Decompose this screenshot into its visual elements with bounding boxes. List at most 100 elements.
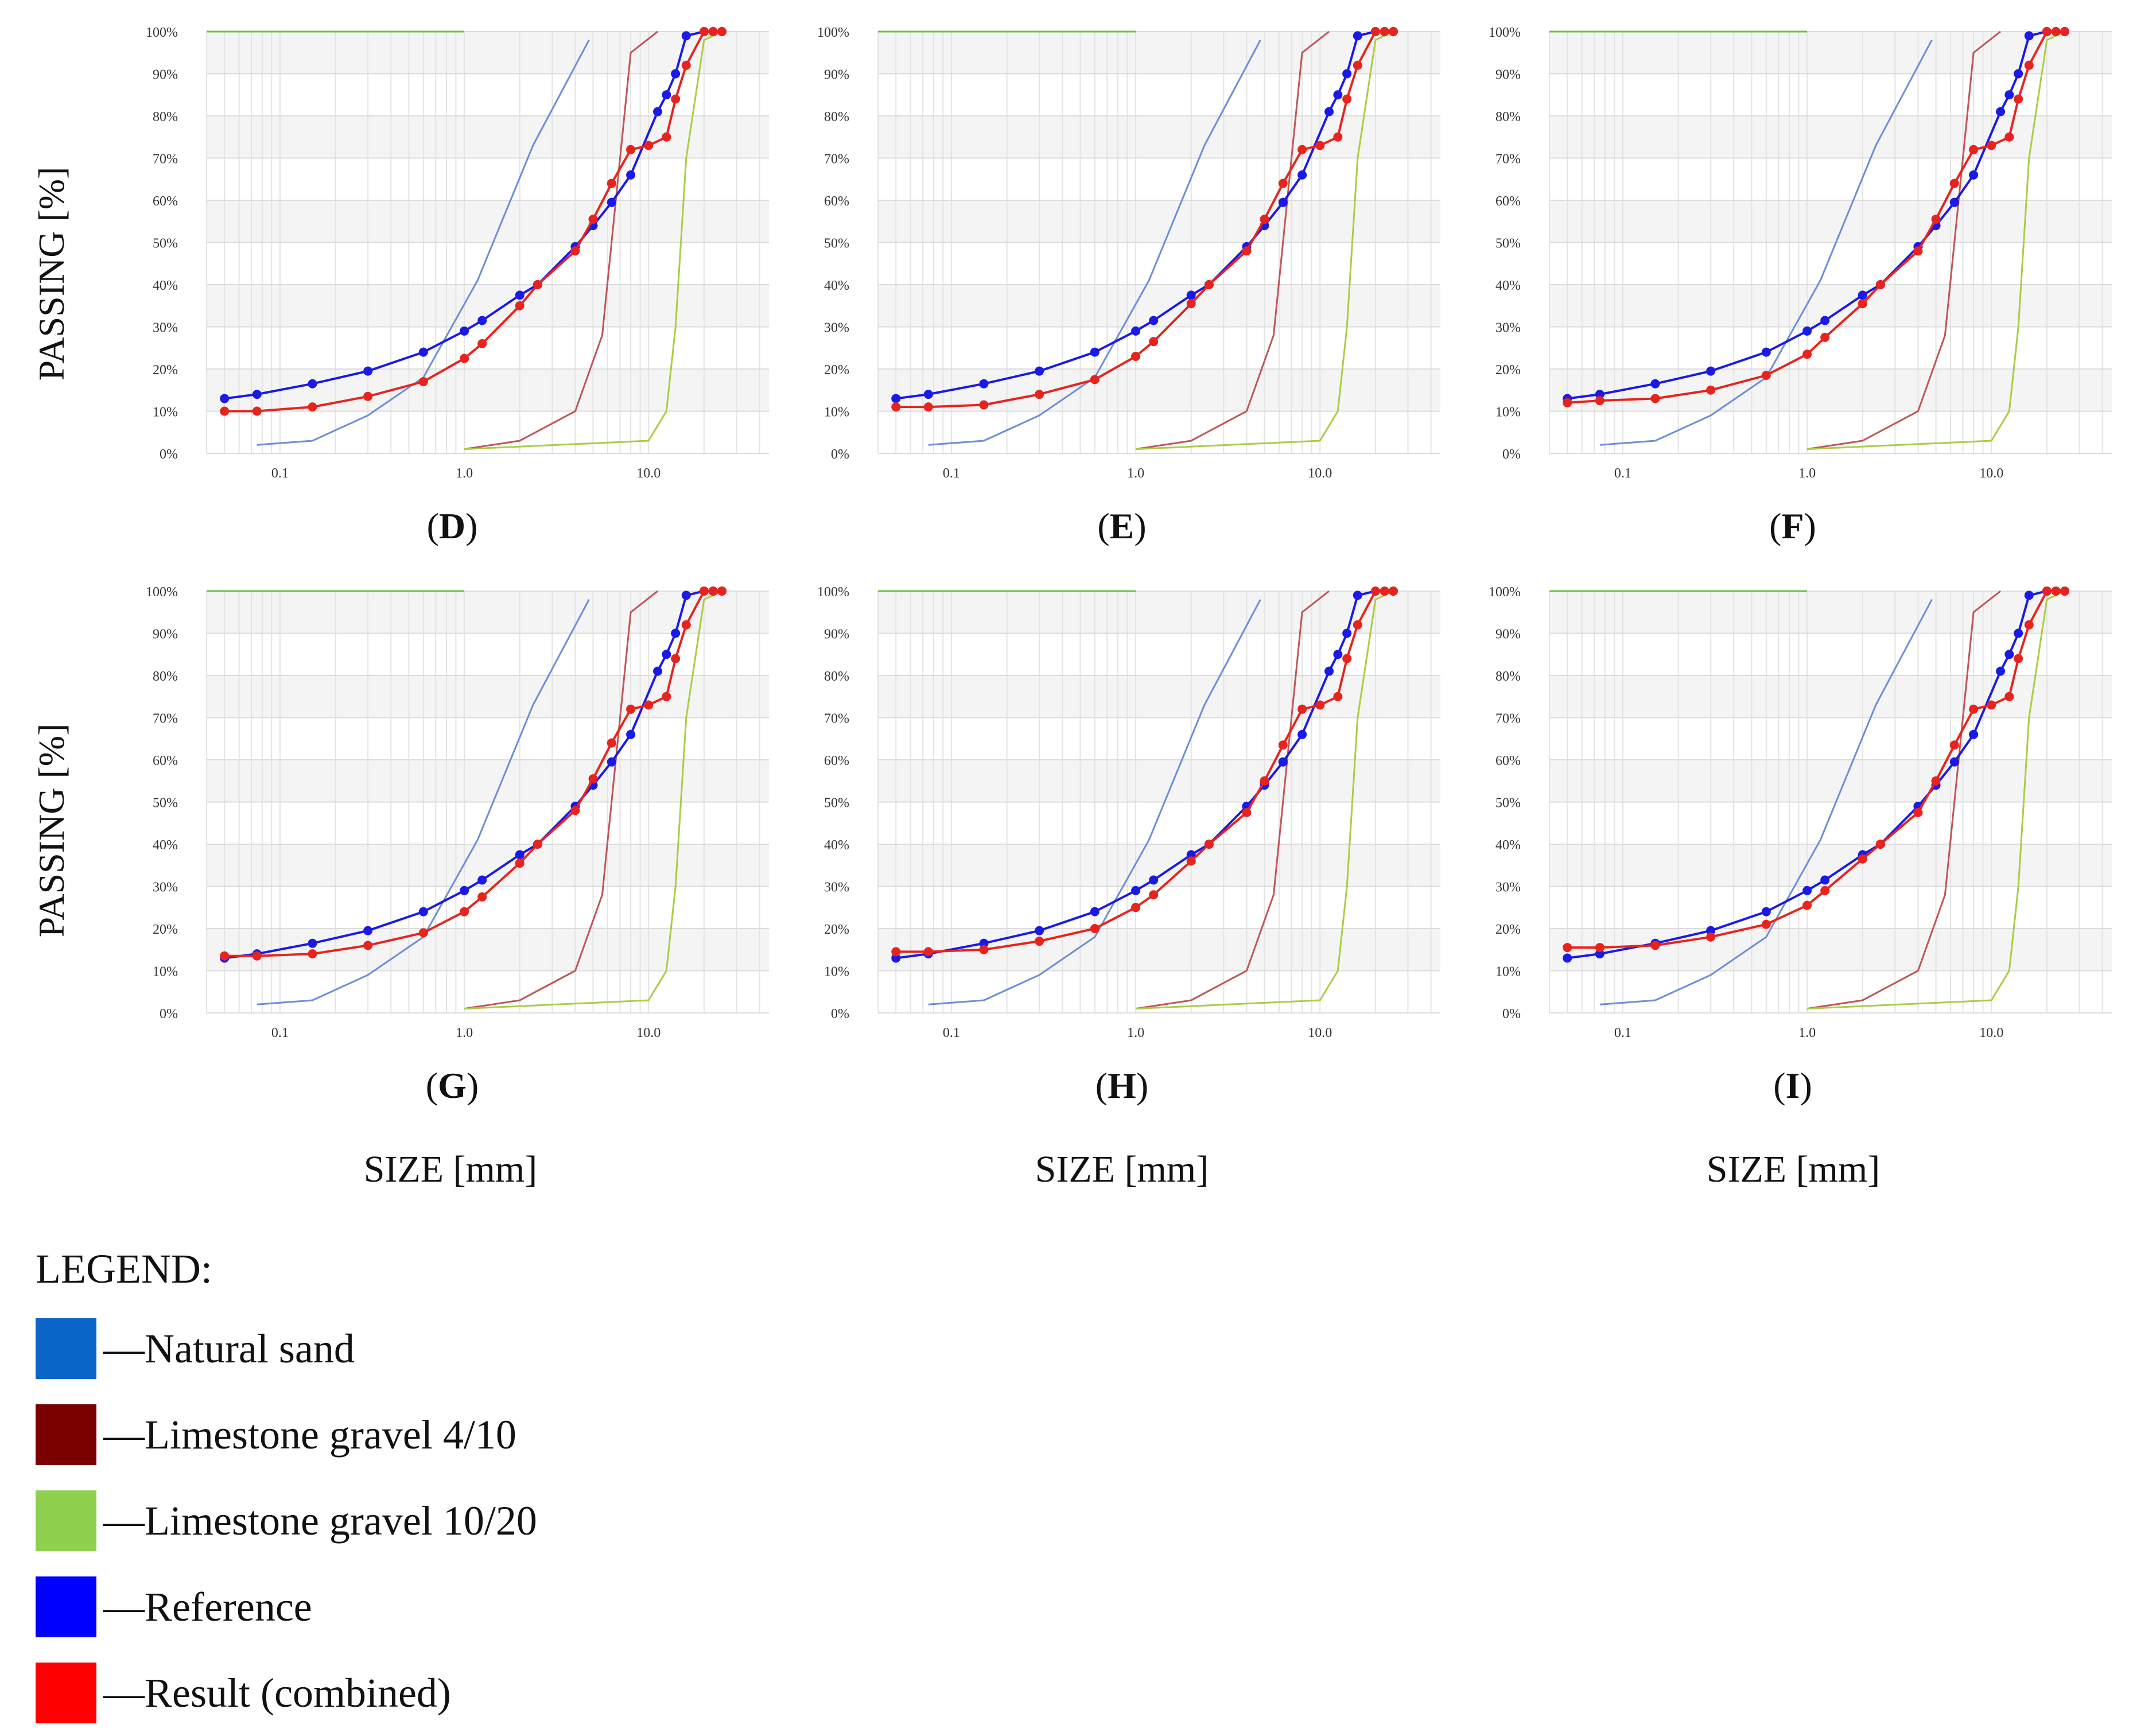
series-result-combined-point bbox=[662, 132, 671, 142]
x-tick-label: 1.0 bbox=[1798, 466, 1816, 481]
legend-swatch-result bbox=[36, 1663, 96, 1723]
series-result-combined-point bbox=[460, 907, 469, 916]
grid-band bbox=[878, 844, 1440, 887]
series-result-combined-line bbox=[1567, 590, 2065, 949]
y-tick-label: 80% bbox=[824, 110, 849, 125]
series-result-combined-point bbox=[1353, 620, 1362, 630]
chart-panel-g: 0% 10% 20% 30% 40% 50% 60% 70% 80% 90% 100% 0.1 1.0 1… bbox=[146, 585, 769, 1040]
y-tick-label: 90% bbox=[1495, 68, 1521, 83]
series-reference-point bbox=[1706, 926, 1716, 935]
series-result-combined-point bbox=[2051, 27, 2061, 36]
series-result-combined-point bbox=[1090, 924, 1100, 933]
series-reference-point bbox=[2004, 650, 2014, 659]
chart-panel-e: 0% 10% 20% 30% 40% 50% 60% 70% 80% 90% 100% 0.1 1.0 1… bbox=[817, 25, 1440, 481]
y-tick-label: 60% bbox=[824, 194, 849, 209]
series-result-combined-point bbox=[1931, 215, 1941, 224]
series-result-combined-point bbox=[1931, 776, 1941, 786]
series-reference-point bbox=[220, 394, 230, 403]
series-limestone-gravel-10-20-line bbox=[464, 590, 722, 1010]
series-reference-point bbox=[1996, 107, 2006, 116]
series-reference-point bbox=[2004, 90, 2014, 100]
y-tick-label: 10% bbox=[1495, 965, 1521, 980]
series-result-combined-point bbox=[1949, 740, 1959, 750]
series-result-combined-point bbox=[1186, 299, 1196, 309]
series-result-combined-point bbox=[308, 402, 317, 412]
series-reference-point bbox=[626, 729, 636, 739]
series-result-combined-point bbox=[533, 840, 542, 849]
series-reference-point bbox=[418, 907, 428, 916]
series-limestone-gravel-4-10-line bbox=[464, 590, 658, 1010]
series-result-combined-point bbox=[533, 280, 542, 289]
series-result-combined-point bbox=[363, 941, 373, 950]
series-result-combined-point bbox=[1949, 178, 1959, 188]
panel-label-e: (E) bbox=[1097, 506, 1147, 546]
series-reference-point bbox=[1186, 290, 1196, 300]
series-result-combined-point bbox=[1820, 886, 1830, 895]
y-tick-label: 90% bbox=[1495, 627, 1521, 642]
series-reference-point bbox=[1802, 886, 1812, 895]
y-tick-label: 20% bbox=[824, 363, 849, 378]
series-result-combined-point bbox=[588, 774, 598, 784]
x-tick-label: 1.0 bbox=[456, 1026, 473, 1040]
y-tick-label: 60% bbox=[1495, 194, 1521, 209]
y-tick-label: 70% bbox=[153, 152, 178, 167]
legend-label-limestone-4-10: —Limestone gravel 4/10 bbox=[103, 1411, 516, 1458]
series-result-combined-point bbox=[1149, 890, 1159, 900]
series-result-combined-point bbox=[1761, 371, 1771, 380]
legend-item-natural-sand: —Natural sand bbox=[36, 1306, 537, 1392]
series-result-combined-point bbox=[699, 27, 709, 36]
series-limestone-gravel-4-10-line bbox=[1806, 590, 2001, 1010]
series-reference-point bbox=[1090, 347, 1100, 357]
series-reference-point bbox=[1858, 290, 1867, 300]
series-reference-point bbox=[979, 379, 989, 389]
series-reference-point bbox=[1333, 650, 1343, 659]
series-result-combined-point bbox=[1186, 856, 1196, 866]
y-tick-label: 60% bbox=[153, 194, 178, 209]
y-tick-label: 70% bbox=[824, 152, 849, 167]
y-tick-label: 0% bbox=[160, 447, 178, 462]
y-tick-label: 10% bbox=[824, 965, 849, 980]
series-result-combined-point bbox=[1342, 94, 1352, 104]
series-result-combined-point bbox=[363, 391, 373, 401]
series-result-combined-point bbox=[1969, 704, 1979, 714]
series-result-combined-point bbox=[979, 945, 989, 954]
series-reference-point bbox=[1761, 347, 1771, 357]
legend-label-reference: —Reference bbox=[103, 1583, 312, 1630]
series-result-combined-point bbox=[1315, 141, 1325, 150]
x-tick-label: 1.0 bbox=[1798, 1026, 1816, 1040]
series-reference-point bbox=[515, 290, 525, 300]
series-result-combined-point bbox=[1389, 587, 1398, 596]
y-tick-label: 40% bbox=[1495, 838, 1521, 853]
series-reference-point bbox=[662, 90, 671, 100]
series-limestone-gravel-10-20-line bbox=[1807, 30, 2065, 450]
series-result-combined-point bbox=[671, 654, 681, 663]
y-tick-label: 0% bbox=[160, 1007, 178, 1022]
legend-item-limestone-4-10: —Limestone gravel 4/10 bbox=[36, 1392, 537, 1478]
y-tick-label: 10% bbox=[1495, 405, 1521, 420]
legend-title: LEGEND: bbox=[36, 1246, 212, 1292]
series-reference-point bbox=[1820, 316, 1830, 325]
series-result-combined-point bbox=[1875, 840, 1885, 849]
x-tick-label: 1.0 bbox=[1127, 466, 1144, 481]
series-limestone-gravel-4-10-line bbox=[1135, 30, 1330, 450]
series-result-combined-point bbox=[1650, 941, 1660, 950]
series-result-combined-point bbox=[681, 60, 691, 70]
y-tick-label: 20% bbox=[824, 922, 849, 937]
series-result-combined-line bbox=[1567, 30, 2065, 404]
panel-label-g: (G) bbox=[425, 1065, 479, 1106]
series-result-combined-point bbox=[717, 27, 727, 36]
series-result-combined-point bbox=[1761, 919, 1771, 929]
y-tick-label: 20% bbox=[1495, 363, 1521, 378]
series-result-combined-point bbox=[515, 301, 525, 310]
series-result-combined-point bbox=[1342, 654, 1352, 663]
y-tick-label: 60% bbox=[824, 754, 849, 768]
y-tick-label: 70% bbox=[1495, 712, 1521, 727]
series-reference-point bbox=[891, 394, 901, 403]
series-result-combined-point bbox=[717, 587, 727, 596]
grid-band bbox=[207, 675, 769, 718]
series-result-combined-point bbox=[1242, 246, 1252, 256]
grid-band bbox=[878, 285, 1440, 327]
series-result-combined-point bbox=[2060, 27, 2070, 36]
y-tick-label: 100% bbox=[1489, 585, 1521, 600]
